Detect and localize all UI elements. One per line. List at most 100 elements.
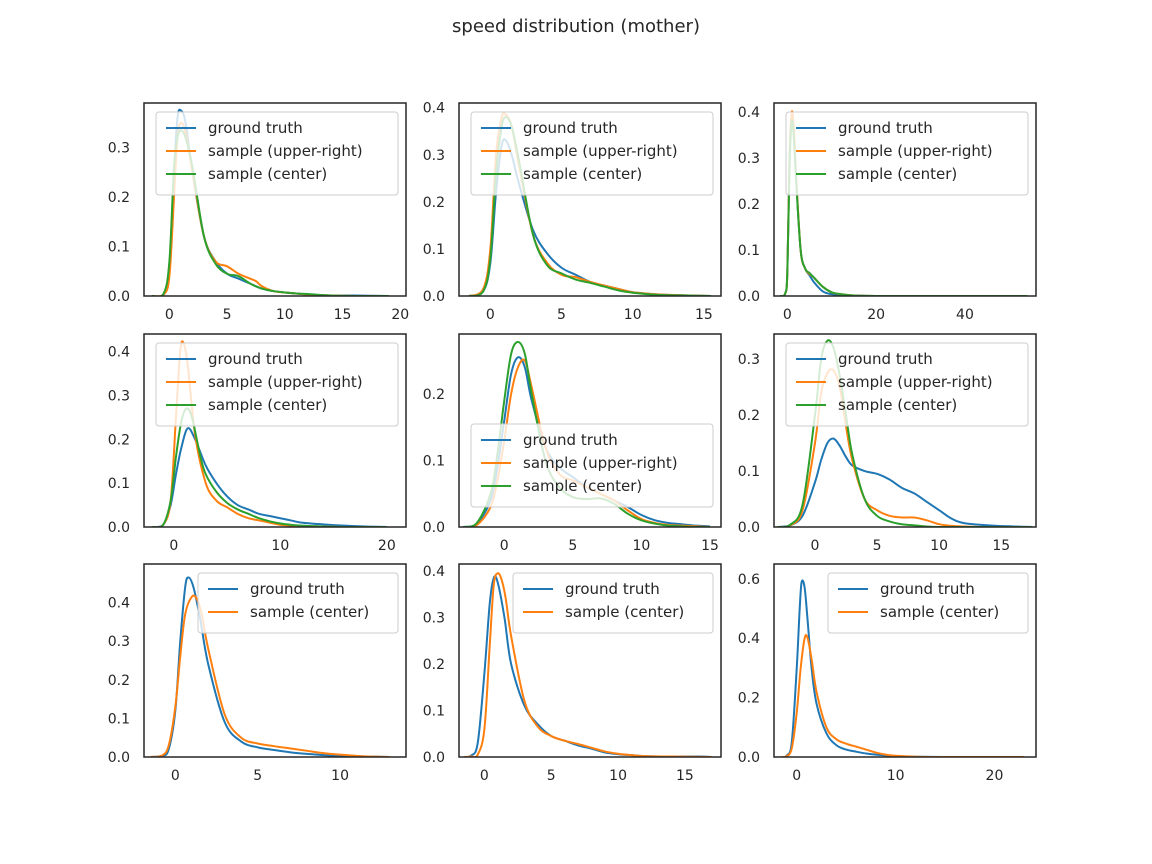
y-tick-label: 0.1 [423,703,445,719]
legend-box [197,572,399,634]
y-tick-label: 0.0 [738,289,760,305]
y-tick-label: 0.4 [738,105,760,121]
axes-frame [143,102,407,297]
axes-frame [458,563,722,758]
series-line [152,427,387,527]
y-tick-label: 0.1 [423,242,445,258]
y-tick-label: 0.3 [738,151,760,167]
y-tick-label: 0.3 [423,610,445,626]
y-tick-label: 0.1 [738,464,760,480]
axes-frame [143,563,407,758]
y-tick-label: 0.6 [738,572,760,588]
axes-frame [773,563,1037,758]
x-tick-label: 15 [992,538,1010,554]
subplot-2: 0 5 10 15 0.0 0.1 0.2 0.3 0.4 ground truth sample … [423,101,722,323]
series-line [150,594,390,757]
axes-frame [458,333,722,528]
x-tick-label: 5 [557,307,566,323]
legend-box [827,572,1029,634]
y-tick-label: 0.4 [108,345,130,361]
y-tick-label: 0.0 [423,289,445,305]
legend-box [470,423,714,508]
x-tick-label: 5 [253,768,262,784]
legend-label: ground truth [208,350,303,368]
axes-frame [143,333,407,528]
legend-label: sample (center) [880,603,999,621]
y-tick-label: 0.1 [423,453,445,469]
legend-label: sample (center) [523,477,642,495]
x-tick-label: 0 [165,307,174,323]
x-tick-label: 5 [873,538,882,554]
x-tick-label: 15 [334,307,352,323]
series-line [152,407,387,527]
legend: ground truth sample (upper-right) sample (… [470,423,714,508]
legend: ground truth sample (center) [827,572,1029,634]
legend-label: sample (center) [250,603,369,621]
x-tick-label: 10 [331,768,349,784]
legend-box [785,111,1029,196]
legend-label: sample (upper-right) [838,142,993,160]
x-tick-label: 10 [633,538,651,554]
legend-label: sample (center) [838,396,957,414]
y-tick-label: 0.3 [108,634,130,650]
legend-label: sample (center) [838,165,957,183]
axes-frame [458,102,722,297]
legend-label: sample (center) [208,396,327,414]
subplot-7: 0 5 10 0.0 0.1 0.2 0.3 0.4 ground truth sample (c… [108,563,407,784]
legend-label: sample (upper-right) [523,142,678,160]
y-tick-label: 0.2 [423,657,445,673]
subplot-5: 0 5 10 15 0.0 0.1 0.2 ground truth sample (upper… [423,333,722,554]
legend: ground truth sample (center) [512,572,714,634]
x-tick-label: 0 [480,768,489,784]
x-tick-label: 15 [676,768,694,784]
figure-title: speed distribution (mother) [452,16,700,37]
legend-label: sample (center) [208,165,327,183]
x-tick-label: 10 [930,538,948,554]
legend-label: sample (upper-right) [838,373,993,391]
series-line [464,572,712,757]
legend: ground truth sample (upper-right) sample (… [785,111,1029,196]
y-tick-label: 0.4 [423,101,445,117]
legend-label: sample (upper-right) [523,454,678,472]
x-tick-label: 5 [547,768,556,784]
axes-frame [773,102,1037,297]
legend: ground truth sample (upper-right) sample (… [785,342,1029,427]
x-tick-label: 10 [887,768,905,784]
y-tick-label: 0.4 [738,631,760,647]
series-group [464,572,712,757]
legend-label: ground truth [250,580,345,598]
legend-label: ground truth [880,580,975,598]
legend-label: ground truth [523,119,618,137]
y-tick-label: 0.2 [738,197,760,213]
x-tick-label: 20 [391,307,409,323]
x-tick-label: 10 [276,307,294,323]
axes-frame [773,333,1037,528]
subplot-3: 0 20 40 0.0 0.1 0.2 0.3 0.4 ground truth sample (… [738,102,1037,323]
y-tick-label: 0.0 [108,520,130,536]
legend-label: ground truth [208,119,303,137]
y-tick-label: 0.3 [108,388,130,404]
legend: ground truth sample (upper-right) sample (… [155,111,399,196]
y-tick-label: 0.3 [108,141,130,157]
y-tick-label: 0.0 [108,750,130,766]
y-tick-label: 0.3 [738,352,760,368]
legend-box [155,342,399,427]
legend-label: sample (upper-right) [208,373,363,391]
subplot-9: 0 10 20 0.0 0.2 0.4 0.6 ground truth sample (cen… [738,563,1037,784]
legend-box [470,111,714,196]
x-tick-label: 20 [378,538,396,554]
x-tick-label: 20 [867,307,885,323]
legend-box [155,111,399,196]
legend-box [785,342,1029,427]
legend: ground truth sample (center) [197,572,399,634]
x-tick-label: 10 [271,538,289,554]
x-tick-label: 5 [223,307,232,323]
x-tick-label: 15 [701,538,719,554]
legend-label: sample (center) [565,603,684,621]
y-tick-label: 0.0 [423,520,445,536]
x-tick-label: 40 [956,307,974,323]
y-tick-label: 0.1 [738,243,760,259]
x-tick-label: 0 [783,307,792,323]
legend-label: ground truth [523,431,618,449]
subplot-6: 0 5 10 15 0.0 0.1 0.2 0.3 ground truth sample (up… [738,333,1037,554]
